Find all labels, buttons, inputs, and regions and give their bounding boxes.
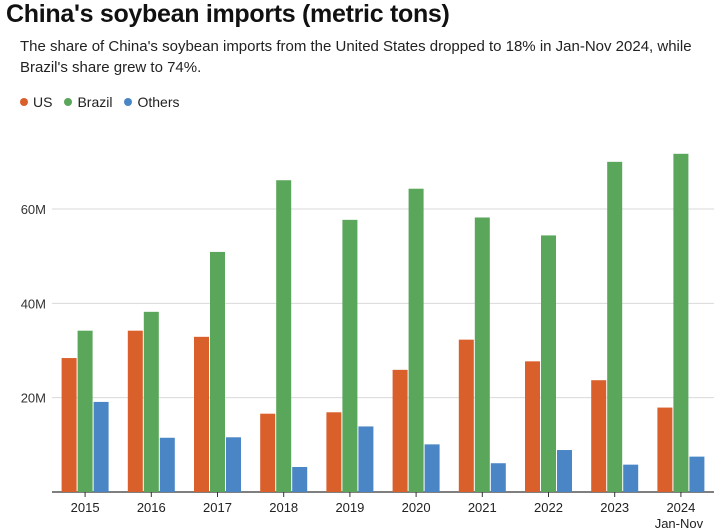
bar-brazil-2022 <box>541 235 556 492</box>
bar-others-2019 <box>358 426 374 492</box>
x-tick-label: 2020 <box>402 500 431 515</box>
bar-us-2016 <box>127 330 143 492</box>
legend: US Brazil Others <box>20 94 179 110</box>
bar-us-2019 <box>326 412 342 492</box>
chart-title: China's soybean imports (metric tons) <box>6 0 450 28</box>
bar-others-2018 <box>292 467 308 492</box>
legend-item-brazil: Brazil <box>64 94 112 110</box>
bar-others-2021 <box>490 463 506 492</box>
legend-swatch-us <box>20 98 28 106</box>
x-tick-label: 2024 <box>666 500 695 515</box>
bar-brazil-2021 <box>474 217 490 493</box>
x-tick-label: 2021 <box>468 500 497 515</box>
legend-swatch-brazil <box>64 98 73 106</box>
bar-brazil-2018 <box>276 180 292 492</box>
bar-us-2022 <box>525 361 540 492</box>
x-tick-label: 2016 <box>137 500 166 515</box>
bar-us-2020 <box>392 369 408 492</box>
x-tick-label: 2022 <box>534 500 563 515</box>
bar-others-2017 <box>226 437 241 492</box>
chart-subtitle: The share of China's soybean imports fro… <box>20 38 692 76</box>
bar-brazil-2016 <box>143 311 159 492</box>
bar-us-2018 <box>260 413 276 492</box>
bar-brazil-2017 <box>210 251 225 492</box>
bar-brazil-2019 <box>342 219 358 492</box>
x-tick-sublabel: Jan-Nov <box>655 516 704 531</box>
bar-brazil-2015 <box>77 330 93 492</box>
x-tick-label: 2019 <box>335 500 364 515</box>
bar-brazil-2024 <box>673 153 689 492</box>
bar-us-2015 <box>61 358 77 492</box>
x-tick-label: 2018 <box>269 500 298 515</box>
bar-us-2021 <box>458 339 474 492</box>
legend-item-us: US <box>20 94 52 110</box>
bar-us-2017 <box>194 336 209 492</box>
bar-others-2020 <box>424 444 440 492</box>
bar-brazil-2020 <box>408 188 424 493</box>
legend-swatch-others <box>124 98 133 106</box>
legend-label-others: Others <box>137 94 180 110</box>
x-tick-label: 2017 <box>203 500 232 515</box>
legend-label-us: US <box>33 94 53 110</box>
bar-others-2016 <box>159 437 175 492</box>
bar-brazil-2023 <box>607 161 623 493</box>
bar-others-2022 <box>557 450 572 492</box>
legend-label-brazil: Brazil <box>77 94 113 110</box>
x-tick-label: 2023 <box>600 500 629 515</box>
bar-us-2023 <box>591 380 607 492</box>
bar-us-2024 <box>657 407 673 492</box>
y-tick-label: 40M <box>21 296 46 311</box>
bar-others-2023 <box>623 464 639 492</box>
y-tick-label: 20M <box>21 391 46 406</box>
y-tick-label: 60M <box>21 202 46 217</box>
bar-others-2024 <box>689 456 705 492</box>
legend-item-others: Others <box>124 94 179 110</box>
bar-others-2015 <box>93 401 109 492</box>
x-tick-label: 2015 <box>71 500 100 515</box>
